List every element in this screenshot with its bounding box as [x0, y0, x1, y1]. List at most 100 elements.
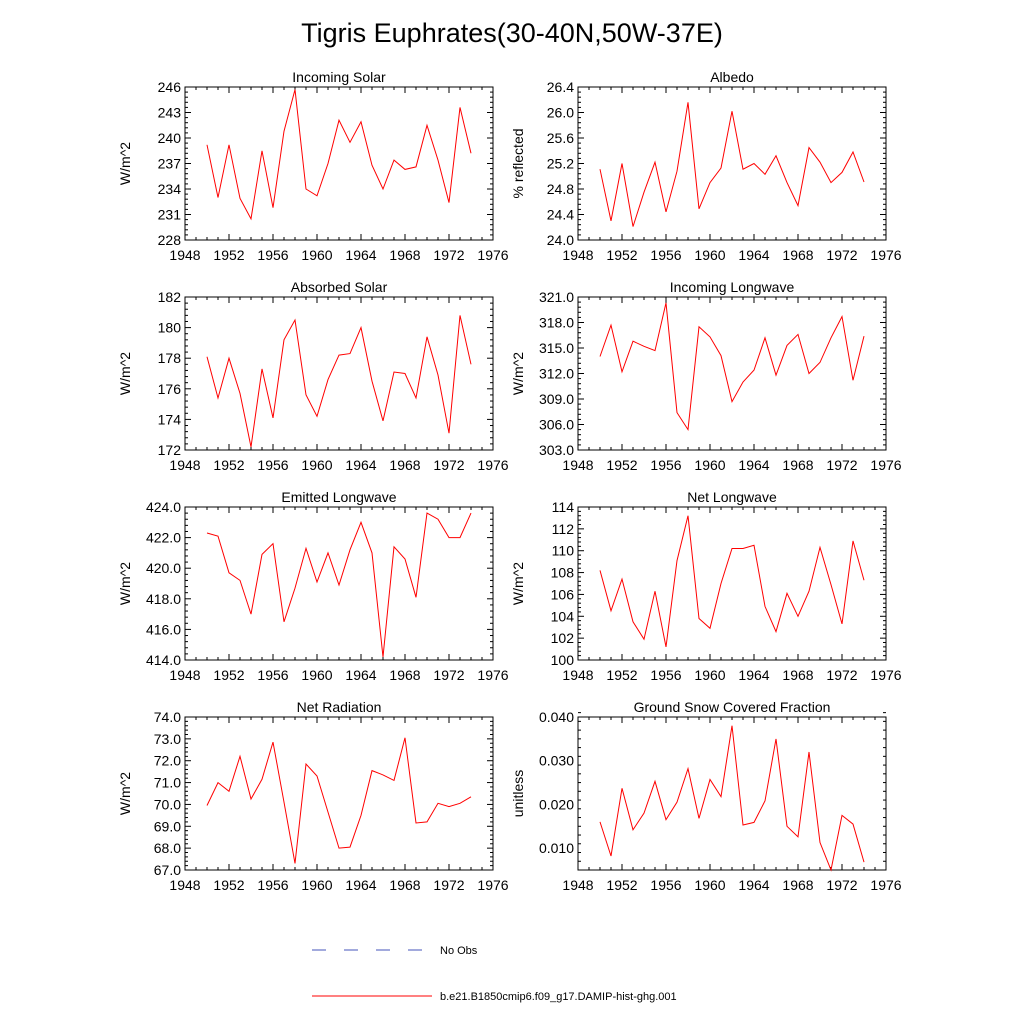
y-tick-label-net-longwave: 102 [551, 630, 575, 646]
panel-title-ground-snow-covered-fraction: Ground Snow Covered Fraction [634, 699, 831, 715]
y-tick-label-net-longwave: 114 [552, 499, 575, 515]
x-tick-label-net-radiation: 1960 [301, 877, 332, 893]
x-tick-label-ground-snow-covered-fraction: 1960 [694, 877, 725, 893]
legend-label-model: b.e21.B1850cmip6.f09_g17.DAMIP-hist-ghg.… [440, 991, 677, 1003]
y-tick-label-net-radiation: 70.0 [154, 796, 181, 812]
x-tick-label-absorbed-solar: 1976 [477, 457, 508, 473]
y-tick-label-albedo: 24.8 [547, 181, 574, 197]
panel-net-longwave: Net Longwave W/m^2 1948 1952 1956 1960 1964 196… [510, 489, 902, 683]
y-tick-label-absorbed-solar: 180 [158, 320, 182, 336]
y-tick-label-incoming-longwave: 306.0 [539, 417, 574, 433]
x-tick-label-net-longwave: 1952 [606, 667, 637, 683]
y-tick-label-incoming-longwave: 321.0 [539, 289, 574, 305]
y-tick-label-emitted-longwave: 424.0 [146, 499, 181, 515]
x-tick-label-net-longwave: 1968 [782, 667, 813, 683]
y-tick-label-incoming-solar: 240 [158, 130, 182, 146]
y-axis-label-albedo: % reflected [510, 128, 526, 198]
y-tick-label-incoming-solar: 237 [158, 156, 182, 172]
y-tick-label-net-radiation: 67.0 [154, 862, 181, 878]
y-tick-label-emitted-longwave: 422.0 [146, 530, 181, 546]
y-tick-label-net-radiation: 74.0 [154, 709, 181, 725]
y-tick-label-ground-snow-covered-fraction: 0.020 [539, 796, 574, 812]
y-tick-label-emitted-longwave: 418.0 [146, 591, 181, 607]
y-tick-label-albedo: 26.4 [547, 79, 574, 95]
x-tick-label-albedo: 1972 [826, 247, 857, 263]
panel-incoming-longwave: Incoming Longwave W/m^2 1948 1952 1956 1960 19… [510, 279, 902, 473]
figure-title: Tigris Euphrates(30-40N,50W-37E) [301, 18, 723, 48]
x-tick-label-incoming-longwave: 1952 [606, 457, 637, 473]
y-tick-label-incoming-solar: 234 [158, 181, 182, 197]
x-tick-label-net-longwave: 1956 [650, 667, 681, 683]
y-tick-label-net-longwave: 110 [552, 543, 575, 559]
y-tick-label-absorbed-solar: 172 [158, 442, 182, 458]
plot-frame-ground-snow-covered-fraction [577, 716, 887, 871]
x-tick-label-emitted-longwave: 1948 [169, 667, 200, 683]
series-line-incoming-solar [206, 89, 472, 221]
y-tick-label-emitted-longwave: 420.0 [146, 560, 181, 576]
panel-title-incoming-solar: Incoming Solar [292, 69, 386, 85]
y-tick-label-ground-snow-covered-fraction: 0.010 [539, 840, 574, 856]
x-tick-label-albedo: 1976 [870, 247, 901, 263]
y-tick-label-albedo: 26.0 [547, 105, 574, 121]
y-tick-label-absorbed-solar: 182 [158, 289, 182, 305]
y-tick-label-emitted-longwave: 414.0 [146, 652, 181, 668]
y-axis-label-absorbed-solar: W/m^2 [117, 352, 133, 395]
panel-emitted-longwave: Emitted Longwave W/m^2 1948 1952 1956 1960 196… [117, 489, 509, 683]
plot-frame-albedo [577, 86, 887, 241]
y-tick-label-absorbed-solar: 176 [158, 381, 182, 397]
y-tick-label-incoming-solar: 246 [158, 79, 182, 95]
panel-ground-snow-covered-fraction: Ground Snow Covered Fraction unitless 1948… [510, 699, 902, 893]
panel-net-radiation: Net Radiation W/m^2 1948 1952 1956 1960 1964 19… [117, 699, 509, 893]
x-tick-label-ground-snow-covered-fraction: 1972 [826, 877, 857, 893]
x-tick-label-net-longwave: 1964 [738, 667, 769, 683]
y-tick-label-net-radiation: 71.0 [154, 775, 181, 791]
y-tick-label-incoming-longwave: 309.0 [539, 391, 574, 407]
series-line-net-longwave [599, 515, 865, 647]
y-tick-label-incoming-longwave: 303.0 [539, 442, 574, 458]
x-tick-label-albedo: 1948 [562, 247, 593, 263]
y-axis-label-net-longwave: W/m^2 [510, 562, 526, 605]
y-tick-label-net-radiation: 73.0 [154, 731, 181, 747]
x-tick-label-net-longwave: 1960 [694, 667, 725, 683]
panel-title-incoming-longwave: Incoming Longwave [670, 279, 795, 295]
x-tick-label-emitted-longwave: 1972 [433, 667, 464, 683]
x-tick-label-incoming-longwave: 1960 [694, 457, 725, 473]
x-tick-label-absorbed-solar: 1964 [345, 457, 376, 473]
y-tick-label-net-radiation: 72.0 [154, 753, 181, 769]
panel-title-net-longwave: Net Longwave [687, 489, 777, 505]
panel-title-net-radiation: Net Radiation [297, 699, 382, 715]
y-tick-label-net-longwave: 106 [551, 586, 575, 602]
x-tick-label-incoming-longwave: 1976 [870, 457, 901, 473]
x-tick-label-net-radiation: 1968 [389, 877, 420, 893]
x-tick-label-net-longwave: 1976 [870, 667, 901, 683]
x-tick-label-emitted-longwave: 1960 [301, 667, 332, 683]
y-tick-label-net-radiation: 68.0 [154, 840, 181, 856]
x-tick-label-ground-snow-covered-fraction: 1964 [738, 877, 769, 893]
y-tick-label-incoming-longwave: 318.0 [539, 315, 574, 331]
x-tick-label-absorbed-solar: 1952 [213, 457, 244, 473]
y-tick-label-net-longwave: 100 [551, 652, 575, 668]
panel-title-albedo: Albedo [710, 69, 754, 85]
y-tick-label-albedo: 24.0 [547, 232, 574, 248]
y-axis-label-incoming-solar: W/m^2 [117, 142, 133, 185]
y-tick-label-ground-snow-covered-fraction: 0.040 [539, 709, 574, 725]
x-tick-label-incoming-longwave: 1956 [650, 457, 681, 473]
series-line-ground-snow-covered-fraction [599, 725, 865, 872]
x-tick-label-emitted-longwave: 1952 [213, 667, 244, 683]
x-tick-label-emitted-longwave: 1968 [389, 667, 420, 683]
x-tick-label-incoming-solar: 1956 [257, 247, 288, 263]
y-tick-label-absorbed-solar: 174 [158, 411, 182, 427]
x-tick-label-net-longwave: 1948 [562, 667, 593, 683]
y-axis-label-incoming-longwave: W/m^2 [510, 352, 526, 395]
y-tick-label-absorbed-solar: 178 [158, 350, 182, 366]
x-tick-label-net-radiation: 1948 [169, 877, 200, 893]
x-tick-label-emitted-longwave: 1964 [345, 667, 376, 683]
x-tick-label-ground-snow-covered-fraction: 1948 [562, 877, 593, 893]
panel-title-absorbed-solar: Absorbed Solar [291, 279, 388, 295]
y-tick-label-albedo: 24.4 [547, 207, 574, 223]
x-tick-label-net-radiation: 1964 [345, 877, 376, 893]
x-tick-label-incoming-solar: 1952 [213, 247, 244, 263]
y-axis-label-emitted-longwave: W/m^2 [117, 562, 133, 605]
x-tick-label-absorbed-solar: 1972 [433, 457, 464, 473]
y-tick-label-incoming-longwave: 315.0 [539, 340, 574, 356]
